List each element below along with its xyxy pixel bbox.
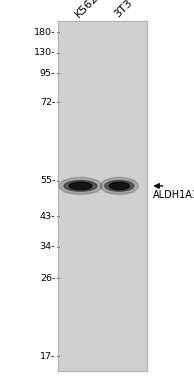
Text: 180-: 180- <box>34 28 55 37</box>
Text: 17-: 17- <box>40 352 55 361</box>
Text: 55-: 55- <box>40 176 55 186</box>
Text: 72-: 72- <box>40 98 55 107</box>
Ellipse shape <box>109 182 130 190</box>
Bar <box>58 21 147 371</box>
Ellipse shape <box>59 178 102 194</box>
Bar <box>58 21 147 371</box>
Text: K562: K562 <box>74 0 100 19</box>
Text: 43-: 43- <box>40 212 55 221</box>
Text: 26-: 26- <box>40 274 55 283</box>
Text: 3T3: 3T3 <box>112 0 134 19</box>
Ellipse shape <box>64 181 97 191</box>
Text: 95-: 95- <box>40 69 55 78</box>
Text: 130-: 130- <box>34 48 55 57</box>
Text: 34-: 34- <box>40 242 55 251</box>
Ellipse shape <box>100 178 138 194</box>
Ellipse shape <box>69 182 92 190</box>
Text: ALDH1A1: ALDH1A1 <box>152 190 194 200</box>
Ellipse shape <box>105 181 134 191</box>
